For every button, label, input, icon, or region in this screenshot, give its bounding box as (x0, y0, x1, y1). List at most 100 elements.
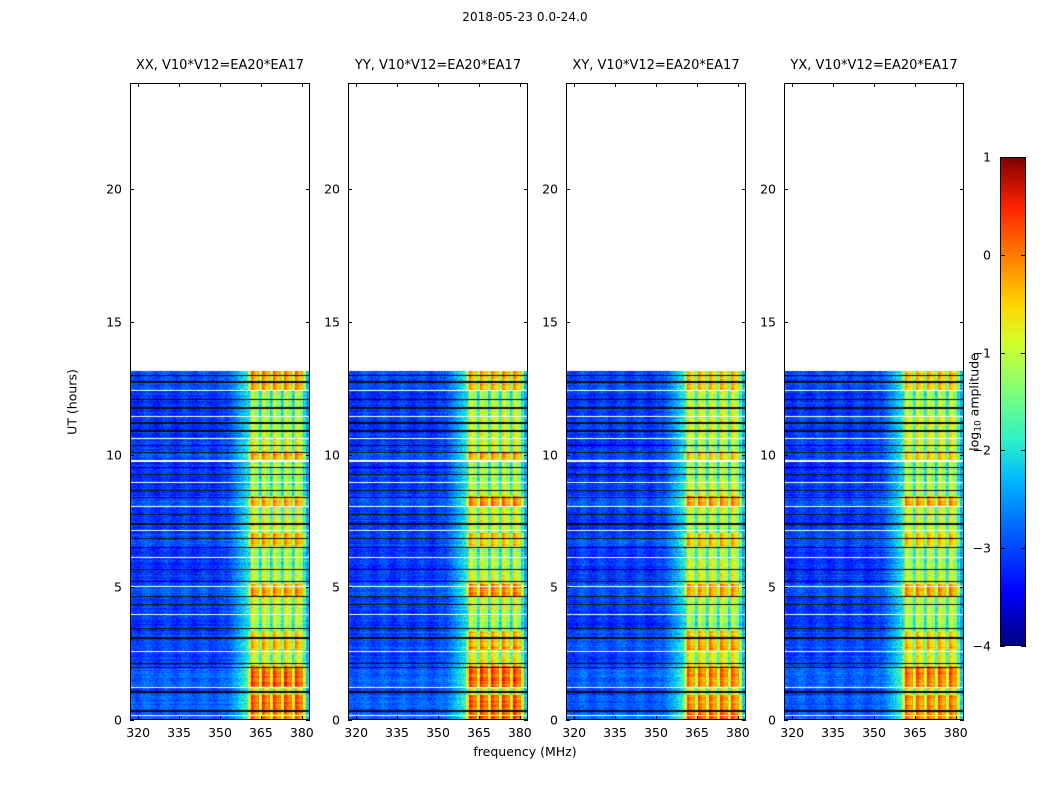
x-tick (438, 716, 439, 720)
y-tick-right (524, 587, 528, 589)
colorbar-tick (1021, 646, 1026, 647)
y-tick (130, 454, 134, 456)
waterfall-image-xy (567, 84, 745, 719)
colorbar-ticklabel: 1 (983, 149, 991, 165)
x-tick (955, 716, 957, 720)
y-tick (130, 587, 134, 589)
x-tick-top (737, 83, 739, 87)
colorbar-label: log10 amplitude (966, 353, 984, 451)
x-tick-top (260, 83, 262, 87)
panel-yy[interactable]: YY, V10*V12=EA20*EA17 320 335 350 365 380 0 5 10… (324, 58, 532, 740)
x-ticklabel: 320 (780, 725, 805, 740)
y-tick-right (960, 587, 964, 589)
panel-xx[interactable]: XX, V10*V12=EA20*EA17 320 335 350 365 380 0 5 10… (106, 58, 314, 740)
y-tick-right (960, 454, 964, 456)
x-tick (260, 716, 262, 720)
x-ticklabel: 365 (902, 725, 927, 740)
y-ticklabel: 20 (760, 181, 776, 197)
x-tick-top (914, 83, 916, 87)
x-tick (696, 716, 698, 720)
panel-yx[interactable]: YX, V10*V12=EA20*EA17 320 335 350 365 380 0 5 10… (760, 58, 968, 740)
y-axis-label: UT (hours) (64, 369, 80, 435)
x-ticklabel: 365 (684, 725, 709, 740)
y-tick-right (742, 587, 746, 589)
y-tick (784, 321, 788, 323)
y-tick (566, 587, 570, 589)
colorbar-ticklabel: −3 (972, 540, 991, 556)
x-tick (138, 716, 140, 720)
panel-title-yx: YX, V10*V12=EA20*EA17 (790, 58, 958, 73)
x-ticklabel: 380 (507, 725, 532, 740)
panel-title-xy: XY, V10*V12=EA20*EA17 (572, 58, 740, 73)
x-ticklabel: 365 (466, 725, 491, 740)
y-tick (348, 321, 352, 323)
y-ticklabel: 0 (550, 712, 558, 728)
colorbar-label-base: 10 (973, 420, 984, 432)
y-tick-right (742, 189, 746, 191)
x-tick (478, 716, 480, 720)
x-ticklabel: 380 (725, 725, 750, 740)
y-tick (566, 189, 570, 191)
x-tick (914, 716, 916, 720)
y-ticklabel: 15 (542, 314, 558, 330)
axes-frame-yy (348, 83, 528, 720)
x-ticklabel: 335 (167, 725, 192, 740)
x-tick-top (656, 83, 657, 87)
colorbar-ticklabel: −1 (972, 345, 991, 361)
colorbar-tick (1021, 352, 1026, 354)
y-tick (130, 720, 134, 721)
y-tick-right (960, 189, 964, 191)
y-ticklabel: 10 (542, 447, 558, 463)
waterfall-image-yy (349, 84, 527, 719)
x-ticklabel: 380 (289, 725, 314, 740)
y-tick-right (306, 587, 310, 589)
y-ticklabel: 5 (768, 579, 776, 595)
colorbar-tick (1000, 254, 1005, 256)
x-tick-top (438, 83, 439, 87)
x-tick (615, 716, 617, 720)
x-tick-top (955, 83, 957, 87)
x-tick-top (574, 83, 576, 87)
x-ticklabel: 335 (385, 725, 410, 740)
x-ticklabel: 350 (644, 725, 668, 740)
y-ticklabel: 0 (768, 712, 776, 728)
x-ticklabel: 365 (248, 725, 273, 740)
y-tick (784, 720, 788, 721)
x-ticklabel: 350 (426, 725, 450, 740)
colorbar-tick (1000, 646, 1005, 647)
y-tick (348, 587, 352, 589)
y-ticklabel: 5 (114, 579, 122, 595)
y-ticklabel: 15 (324, 314, 340, 330)
colorbar[interactable]: 1 0 −1 −2 −3 −4 (973, 150, 1026, 654)
colorbar-label-tail: amplitude (966, 353, 982, 421)
x-tick (220, 716, 221, 720)
y-tick (784, 454, 788, 456)
x-tick (656, 716, 657, 720)
x-tick (833, 716, 835, 720)
x-ticklabel: 380 (943, 725, 968, 740)
colorbar-tick (1000, 352, 1005, 354)
y-tick (784, 189, 788, 191)
panel-xy[interactable]: XY, V10*V12=EA20*EA17 320 335 350 365 380 0 5 10… (542, 58, 750, 740)
x-tick-top (179, 83, 181, 87)
y-tick (566, 454, 570, 456)
y-ticklabel: 10 (760, 447, 776, 463)
x-tick (519, 716, 521, 720)
x-tick-top (478, 83, 480, 87)
x-ticklabel: 335 (603, 725, 628, 740)
x-tick-top (874, 83, 875, 87)
x-tick-top (833, 83, 835, 87)
x-tick-top (138, 83, 140, 87)
y-ticklabel: 20 (542, 181, 558, 197)
x-tick-top (615, 83, 617, 87)
axes-frame-xx (130, 83, 310, 720)
x-ticklabel: 320 (344, 725, 369, 740)
colorbar-label-log: log (966, 431, 982, 451)
x-tick (792, 716, 794, 720)
y-tick-right (524, 189, 528, 191)
x-ticklabel: 350 (208, 725, 232, 740)
y-ticklabel: 10 (324, 447, 340, 463)
x-tick-top (397, 83, 399, 87)
colorbar-tick (1000, 450, 1005, 452)
